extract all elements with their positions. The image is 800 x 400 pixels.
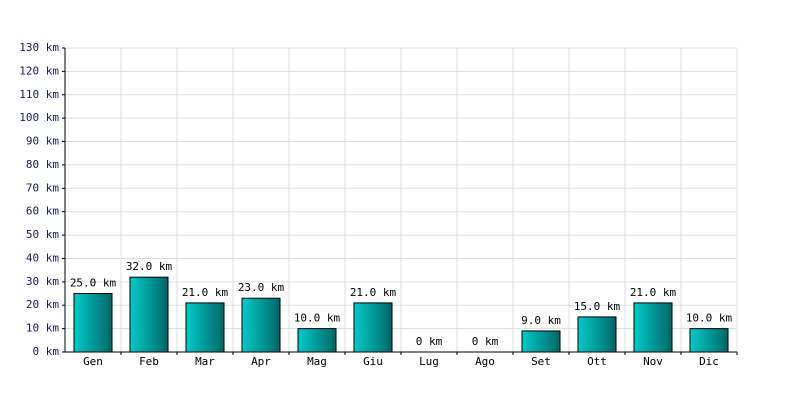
y-tick-label: 100 km [19, 111, 59, 124]
y-tick-label: 50 km [26, 228, 59, 241]
value-label: 0 km [416, 335, 443, 348]
y-tick-label: 30 km [26, 275, 59, 288]
value-label: 23.0 km [238, 281, 285, 294]
x-tick-label: Giu [363, 355, 383, 368]
value-label: 21.0 km [350, 286, 397, 299]
x-tick-label: Feb [139, 355, 159, 368]
x-tick-label: Dic [699, 355, 719, 368]
x-tick-label: Set [531, 355, 551, 368]
bar [73, 293, 113, 353]
value-label: 10.0 km [294, 312, 341, 325]
y-tick-label: 90 km [26, 135, 59, 148]
x-tick-label: Apr [251, 355, 271, 368]
bar [297, 328, 337, 353]
y-tick-label: 10 km [26, 322, 59, 335]
value-label: 32.0 km [126, 260, 173, 273]
bar [633, 302, 673, 353]
bar [241, 297, 281, 353]
y-tick-label: 130 km [19, 41, 59, 54]
value-label: 25.0 km [70, 277, 117, 290]
y-tick-label: 120 km [19, 64, 59, 77]
x-tick-label: Ott [587, 355, 607, 368]
x-tick-label: Gen [83, 355, 103, 368]
y-tick-label: 20 km [26, 298, 59, 311]
y-tick-label: 60 km [26, 205, 59, 218]
value-label: 9.0 km [521, 314, 561, 327]
x-tick-label: Mag [307, 355, 327, 368]
x-tick-label: Nov [643, 355, 663, 368]
bar [577, 316, 617, 353]
y-tick-label: 40 km [26, 251, 59, 264]
bar [689, 328, 729, 353]
value-label: 21.0 km [630, 286, 677, 299]
value-label: 21.0 km [182, 286, 229, 299]
bar [185, 302, 225, 353]
x-tick-label: Ago [475, 355, 495, 368]
y-tick-label: 80 km [26, 158, 59, 171]
x-tick-label: Mar [195, 355, 215, 368]
value-label: 15.0 km [574, 300, 621, 313]
value-label: 0 km [472, 335, 499, 348]
y-tick-label: 70 km [26, 181, 59, 194]
bar [353, 302, 393, 353]
y-tick-label: 0 km [33, 345, 60, 358]
value-label: 10.0 km [686, 312, 733, 325]
bar [129, 276, 169, 353]
x-tick-label: Lug [419, 355, 439, 368]
bar [521, 330, 561, 353]
y-tick-label: 110 km [19, 88, 59, 101]
